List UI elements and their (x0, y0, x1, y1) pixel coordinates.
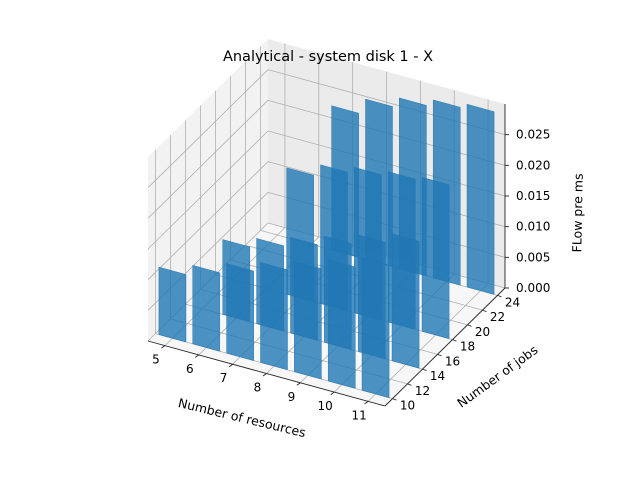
z-tick-label: 0.015 (516, 189, 550, 203)
y-tick-label: 20 (475, 325, 490, 339)
y-tick-mark (422, 368, 427, 372)
grid-line-z (147, 161, 269, 280)
bar (421, 176, 450, 340)
bar (391, 233, 420, 369)
z-tick-label: 0.025 (516, 128, 550, 142)
y-tick-label: 24 (505, 295, 520, 309)
z-tick-label: 0.020 (516, 158, 550, 172)
x-tick-label: 9 (288, 390, 296, 404)
bar (260, 262, 288, 371)
bar (158, 266, 187, 343)
x-tick-mark (195, 354, 200, 358)
z-tick-label: 0.010 (516, 220, 550, 234)
grid-line-z (267, 69, 506, 136)
bars (158, 97, 495, 399)
x-tick-label: 7 (220, 371, 228, 385)
tick-labels: 56789101110121416182022240.0000.0050.010… (152, 128, 550, 423)
y-tick-mark (392, 398, 397, 401)
y-tick-mark (437, 353, 442, 357)
x-tick-label: 11 (351, 408, 366, 422)
x-tick-mark (330, 391, 335, 395)
y-tick-label: 10 (400, 399, 415, 413)
chart-title: Analytical - system disk 1 - X (223, 49, 433, 65)
y-tick-label: 16 (445, 354, 460, 368)
bar (294, 260, 322, 380)
grid-line-z (147, 130, 269, 250)
y-axis-line (384, 287, 506, 407)
y-tick-mark (407, 383, 412, 386)
x-tick-label: 5 (152, 353, 160, 367)
y-tick-label: 18 (460, 340, 475, 354)
x-tick-mark (161, 345, 166, 349)
bar (192, 264, 221, 352)
grid-line-z (147, 69, 269, 188)
y-tick-mark (497, 294, 502, 298)
bar (327, 259, 356, 389)
bar (226, 263, 254, 361)
y-tick-label: 12 (415, 384, 430, 398)
z-tick-label: 0.000 (516, 281, 550, 295)
x-tick-mark (262, 373, 267, 377)
x-tick-mark (228, 363, 233, 368)
x-tick-label: 10 (318, 399, 333, 413)
bar (466, 103, 495, 295)
y-tick-mark (452, 339, 457, 342)
x-tick-label: 8 (254, 381, 262, 395)
x-tick-mark (296, 382, 301, 386)
y-tick-label: 14 (430, 369, 445, 383)
y-tick-mark (482, 309, 487, 313)
grid-line-z (147, 100, 269, 219)
z-tick-label: 0.005 (516, 250, 550, 264)
y-tick-label: 22 (490, 310, 505, 324)
bar (361, 257, 390, 399)
x-tick-mark (364, 400, 369, 405)
y-tick-mark (467, 324, 472, 327)
x-tick-label: 6 (186, 362, 194, 376)
z-axis-label: FLow pre ms (569, 173, 585, 252)
